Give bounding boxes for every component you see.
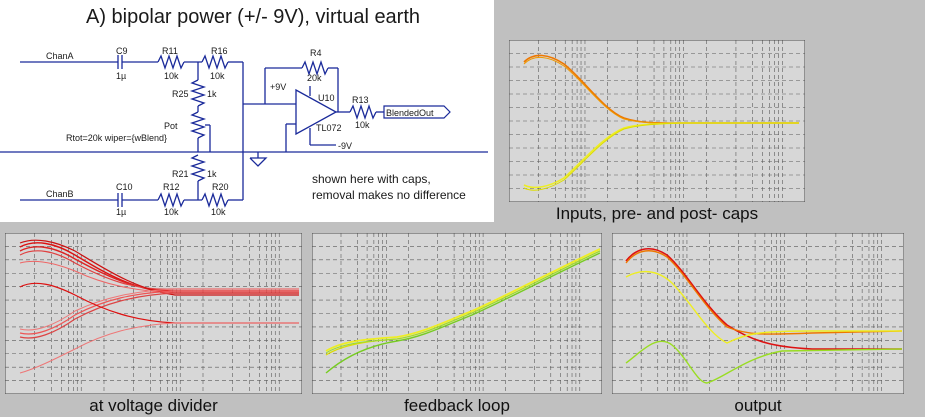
label-r12v: 10k [164,207,179,217]
label-c10v: 1µ [116,207,126,217]
label-pot: Pot [164,121,178,131]
label-chanA: ChanA [46,51,74,61]
caption-inputs: Inputs, pre- and post- caps [555,204,759,223]
plot-feedback-svg [311,232,603,395]
label-r20: R20 [212,182,229,192]
label-vpos: +9V [270,82,286,92]
label-r11: R11 [162,46,178,56]
label-r12: R12 [163,182,180,192]
plot-inputs [508,39,806,203]
label-chanB: ChanB [46,189,74,199]
label-r20v: 10k [211,207,226,217]
label-tl072: TL072 [316,123,342,133]
label-r21: R21 [172,169,189,179]
plot-output [611,232,905,395]
plot-output-svg [611,232,905,395]
schematic-panel: A) bipolar power (+/- 9V), virtual earth [0,0,494,222]
label-r4: R4 [310,48,322,58]
label-r4v: 20k [307,73,322,83]
plot-inputs-svg [508,39,806,203]
caption-feedback: feedback loop [404,396,510,415]
plot-divider-svg [4,232,303,395]
label-c9: C9 [116,46,128,56]
label-blendedout: BlendedOut [386,108,434,118]
label-r16: R16 [211,46,228,56]
plot-divider [4,232,303,395]
label-pot-params: Rtot=20k wiper={wBlend} [66,133,167,143]
label-r25: R25 [172,89,189,99]
schematic-diagram: ChanA ChanB C9 1µ C10 1µ R11 10k R16 10k… [0,46,488,217]
note-line1: shown here with caps, [312,172,431,186]
label-r21v: 1k [207,169,217,179]
label-vneg: -9V [338,141,352,151]
caption-output: output [734,396,782,415]
note-line2: removal makes no difference [312,188,466,202]
label-r13: R13 [352,95,369,105]
label-c10: C10 [116,182,133,192]
label-r25v: 1k [207,89,217,99]
schematic-title: A) bipolar power (+/- 9V), virtual earth [86,6,421,28]
plot-feedback [311,232,603,395]
label-r11v: 10k [164,71,179,81]
label-u10: U10 [318,93,335,103]
label-c9v: 1µ [116,71,126,81]
caption-divider: at voltage divider [89,396,218,415]
label-r13v: 10k [355,120,370,130]
label-r16v: 10k [210,71,225,81]
